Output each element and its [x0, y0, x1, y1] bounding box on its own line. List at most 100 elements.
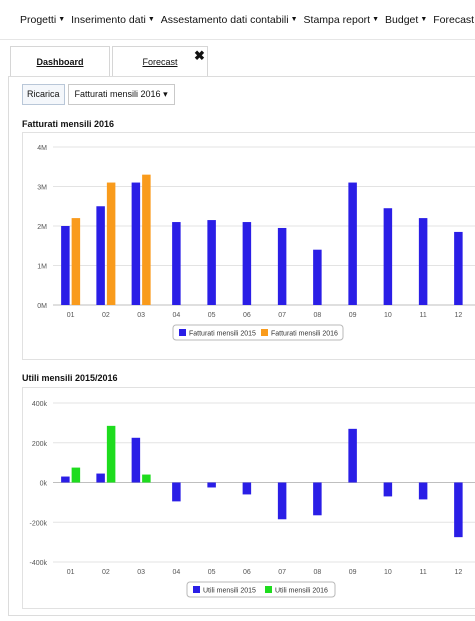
x-tick-label: 01 — [67, 569, 75, 576]
bar — [142, 474, 151, 483]
x-tick-label: 05 — [208, 312, 216, 319]
chart-select-value: Fatturati mensili 2016 — [74, 89, 161, 99]
legend-label: Fatturati mensili 2016 — [271, 331, 338, 338]
bar — [71, 218, 81, 305]
bar — [242, 482, 252, 495]
menu-item-label: Inserimento dati — [71, 13, 146, 26]
menu-item-4[interactable]: Budget ▼ — [385, 14, 427, 26]
sales-chart: 0M 1M 2M 3M 4M 01 02 03 04 05 06 07 08 09 10 11 12 Fattur… — [22, 132, 475, 360]
chart-select[interactable]: Fatturati mensili 2016 ▾ — [67, 84, 175, 105]
x-tick-label: 08 — [313, 569, 321, 576]
y-tick-label: 0k — [40, 481, 48, 488]
menu-item-3[interactable]: Stampa report ▼ — [304, 14, 379, 26]
bar — [418, 482, 428, 500]
y-tick-label: 3M — [37, 185, 47, 192]
bar — [96, 206, 105, 305]
profit-chart-title: Utili mensili 2015/2016 — [22, 373, 118, 383]
x-tick-label: 07 — [278, 569, 286, 576]
x-tick-label: 10 — [384, 569, 392, 576]
bar — [454, 482, 463, 538]
x-tick-label: 09 — [349, 569, 357, 576]
sales-chart-title: Fatturati mensili 2016 — [22, 119, 115, 129]
bar — [454, 231, 463, 305]
bar — [242, 222, 252, 305]
caret-down-icon: ▼ — [147, 16, 155, 23]
bar — [207, 482, 216, 488]
bar — [313, 482, 322, 516]
x-tick-label: 01 — [67, 312, 75, 319]
legend-label: Utili mensili 2016 — [275, 588, 328, 595]
legend-swatch — [261, 329, 268, 336]
bar — [348, 428, 357, 483]
profit-chart: -400k -200k 0k 200k 400k 01 02 03 04 05 06 07 08 09 10… — [22, 387, 475, 609]
bar — [96, 473, 105, 483]
x-tick-label: 05 — [208, 569, 216, 576]
bar — [61, 476, 70, 483]
y-tick-label: 0M — [37, 303, 47, 310]
bar — [348, 182, 357, 305]
y-tick-label: 400k — [32, 401, 48, 408]
x-tick-label: 11 — [419, 312, 426, 319]
bar — [142, 174, 151, 305]
bar — [277, 482, 287, 520]
bar — [106, 182, 116, 305]
bar — [313, 249, 322, 305]
bar — [207, 220, 216, 305]
x-tick-label: 03 — [137, 312, 145, 319]
caret-down-icon: ▼ — [420, 16, 428, 23]
sales-chart-svg: 0M 1M 2M 3M 4M 01 02 03 04 05 06 07 08 09 10 11 12 Fattur… — [37, 145, 475, 341]
y-tick-label: 200k — [32, 441, 48, 448]
legend: Utili mensili 2015 Utili mensili 2016 — [186, 581, 336, 598]
bar — [71, 467, 81, 483]
x-tick-label: 08 — [313, 312, 321, 319]
legend-label: Utili mensili 2015 — [203, 588, 256, 595]
y-tick-label: 4M — [37, 145, 47, 152]
x-tick-label: 06 — [243, 312, 251, 319]
menu-item-0[interactable]: Progetti ▼ — [20, 14, 65, 26]
x-tick-label: 04 — [172, 569, 180, 576]
bar — [131, 437, 141, 483]
tab-forecast[interactable]: Forecast — [112, 46, 208, 76]
x-tick-label: 07 — [278, 312, 286, 319]
y-tick-label: -400k — [29, 560, 47, 567]
menu-item-5[interactable]: Forecast▼ — [433, 14, 475, 26]
profit-chart-svg: -400k -200k 0k 200k 400k 01 02 03 04 05 06 07 08 09 10… — [29, 401, 475, 598]
menu-item-2[interactable]: Assestamento dati contabili ▼ — [161, 14, 298, 26]
menu-item-label: Assestamento dati contabili — [160, 13, 289, 26]
tab-dashboard[interactable]: Dashboard — [10, 46, 110, 76]
caret-down-icon: ▼ — [372, 16, 380, 23]
x-tick-label: 09 — [349, 312, 357, 319]
legend-label: Fatturati mensili 2015 — [189, 331, 256, 338]
legend-swatch — [179, 329, 186, 336]
caret-down-icon: ▼ — [290, 16, 298, 23]
legend-swatch — [193, 586, 200, 593]
y-tick-label: 2M — [37, 224, 47, 231]
legend: Fatturati mensili 2015 Fatturati mensili … — [172, 324, 344, 341]
bar — [172, 222, 181, 305]
y-tick-label: -200k — [29, 520, 47, 527]
y-tick-label: 1M — [37, 264, 47, 271]
caret-down-icon: ▼ — [58, 16, 66, 23]
menu-item-label: Budget — [385, 13, 419, 26]
menu-item-label: Progetti — [20, 13, 57, 26]
bar — [172, 482, 181, 502]
bar — [277, 227, 287, 305]
x-tick-label: 03 — [137, 569, 145, 576]
bar — [383, 208, 393, 305]
x-tick-label: 10 — [384, 312, 392, 319]
bar — [383, 482, 393, 497]
close-icon[interactable]: ✖ — [194, 48, 205, 63]
reload-button[interactable]: Ricarica — [22, 84, 65, 105]
menu-item-1[interactable]: Inserimento dati ▼ — [71, 14, 155, 26]
x-tick-label: 12 — [454, 312, 462, 319]
legend-box — [172, 324, 344, 341]
x-tick-label: 02 — [102, 312, 110, 319]
x-tick-label: 11 — [419, 569, 426, 576]
x-tick-label: 12 — [454, 569, 462, 576]
menu-item-label: Forecast — [433, 13, 475, 26]
bar — [418, 218, 428, 305]
bar — [61, 226, 70, 305]
legend-swatch — [265, 586, 272, 593]
toolbar: Ricarica Fatturati mensili 2016 ▾ — [22, 84, 175, 105]
x-tick-label: 04 — [172, 312, 180, 319]
